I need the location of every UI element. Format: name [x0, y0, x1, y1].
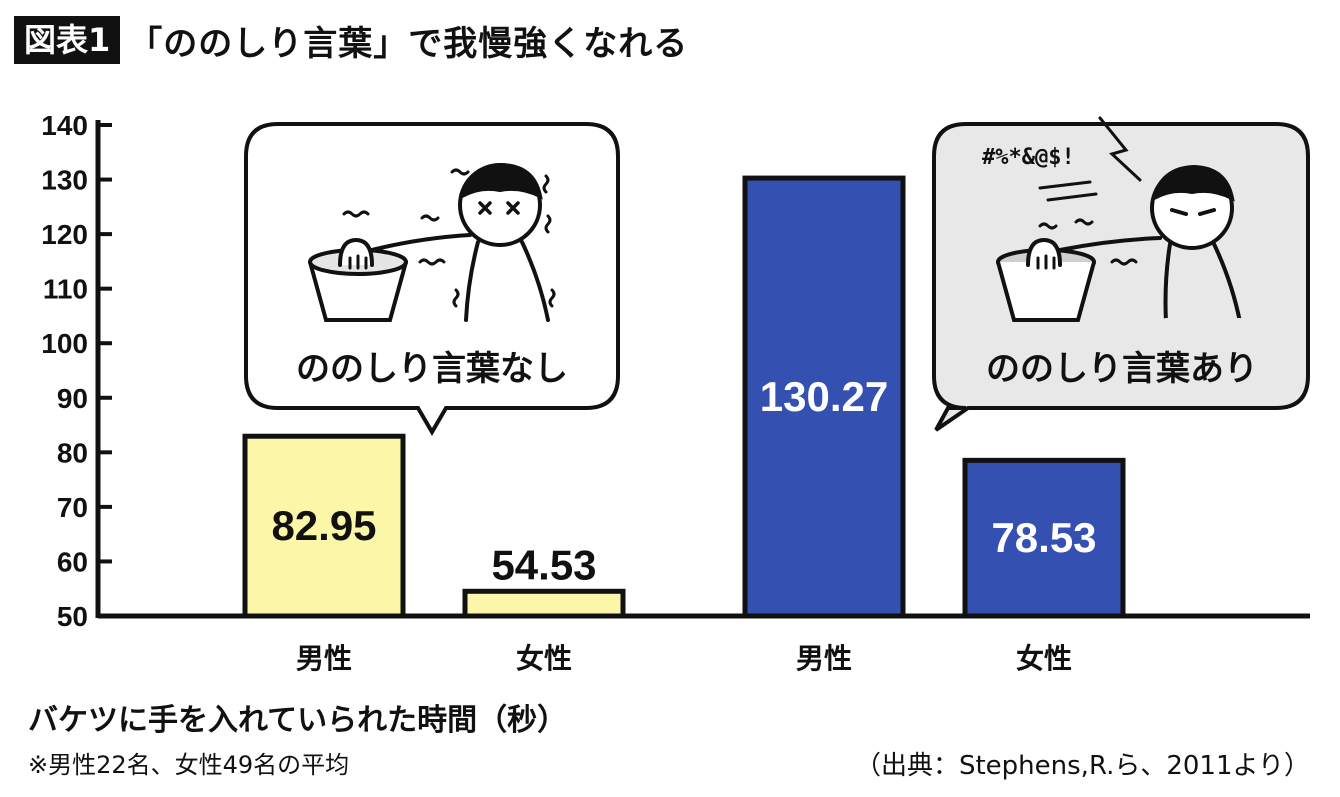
x-category-label: 男性: [796, 642, 852, 675]
bubble-swear-label: ののしり言葉あり: [986, 349, 1258, 389]
y-tick-label: 90: [57, 383, 88, 414]
y-tick-label: 120: [41, 219, 88, 250]
y-tick-label: 50: [57, 601, 88, 632]
x-category-label: 男性: [296, 642, 352, 675]
y-tick-label: 70: [57, 492, 88, 523]
y-tick-label: 110: [43, 274, 88, 305]
bar-value-label: 130.27: [760, 373, 888, 420]
bar: [742, 175, 906, 619]
bar-value-label: 82.95: [271, 502, 376, 549]
bar-value-label: 78.53: [991, 514, 1096, 561]
y-tick-label: 140: [41, 110, 88, 141]
y-tick-label: 100: [41, 328, 88, 359]
bubble-swear: #%*&@$! ののしり言葉あり: [932, 116, 1310, 432]
person-swearing-icon: [996, 116, 1244, 326]
y-tick-label: 80: [57, 437, 88, 468]
x-axis-title: バケツに手を入れていられた時間（秒）: [28, 703, 568, 738]
bubble-no-swear-label: ののしり言葉なし: [296, 349, 568, 389]
source-citation: （出典：Stephens,R.ら、2011より）: [854, 751, 1310, 781]
x-category-label: 女性: [1016, 642, 1072, 675]
figure-badge: 図表1: [14, 16, 121, 64]
figure-title: 「ののしり言葉」で我慢強くなれる: [128, 23, 689, 64]
person-shivering-icon: [308, 162, 556, 322]
x-category-label: 女性: [516, 642, 572, 675]
y-tick-label: 130: [41, 165, 88, 196]
y-tick-label: 60: [57, 546, 88, 577]
bars: 82.95 男性 54.53 女性 130.27 男性 78.53 女性: [242, 175, 1126, 675]
swear-symbols: #%*&@$!: [982, 145, 1075, 170]
bubble-no-swear: ののしり言葉なし: [244, 122, 620, 436]
bar-value-label: 54.53: [491, 541, 596, 588]
footnote: ※男性22名、女性49名の平均: [28, 751, 350, 779]
title-bar: 図表1 「ののしり言葉」で我慢強くなれる: [14, 14, 688, 66]
y-axis: 50 60 70 80 90 100 110 120 130 140: [41, 110, 112, 632]
bar: [462, 588, 626, 619]
bar: [962, 457, 1126, 619]
